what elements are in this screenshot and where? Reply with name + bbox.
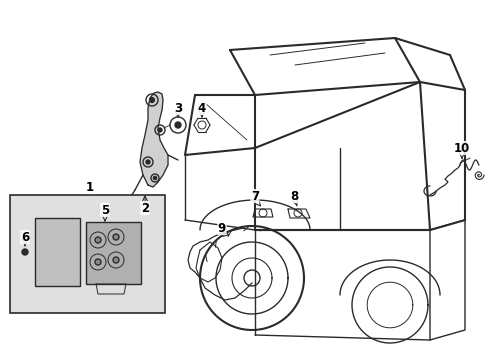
Text: 8: 8 [289, 189, 298, 202]
Circle shape [146, 160, 150, 164]
Circle shape [95, 259, 101, 265]
Text: 10: 10 [453, 141, 469, 154]
Text: 3: 3 [174, 102, 182, 114]
Circle shape [153, 176, 156, 180]
Text: 5: 5 [101, 203, 109, 216]
Text: 6: 6 [21, 230, 29, 243]
Bar [35, 218, 80, 286]
Text: 2: 2 [141, 202, 149, 215]
Circle shape [175, 122, 181, 128]
Text: 7: 7 [250, 189, 259, 202]
Bar [10, 195, 164, 313]
Circle shape [149, 98, 154, 102]
Polygon shape [140, 92, 168, 187]
Circle shape [113, 234, 119, 240]
Text: 4: 4 [198, 102, 206, 114]
Circle shape [95, 237, 101, 243]
Circle shape [113, 257, 119, 263]
Text: 9: 9 [218, 221, 225, 234]
Text: 1: 1 [86, 180, 94, 194]
Circle shape [22, 249, 28, 255]
Circle shape [158, 128, 162, 132]
Bar [86, 222, 141, 284]
